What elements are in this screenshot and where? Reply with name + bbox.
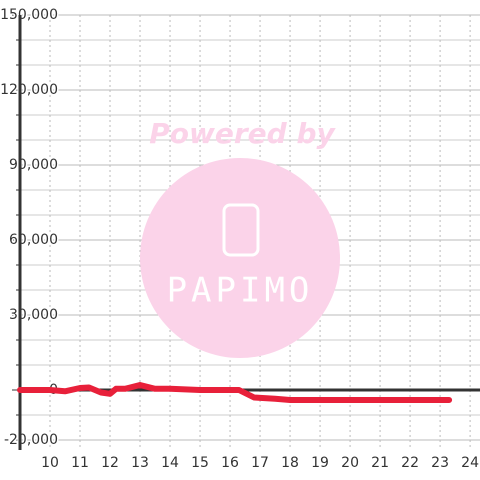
x-tick-label: 15 xyxy=(191,455,209,471)
x-tick-label: 24 xyxy=(461,455,479,471)
x-tick-label: 23 xyxy=(431,455,449,471)
x-tick-label: 19 xyxy=(311,455,329,471)
watermark-caption: Powered by xyxy=(149,117,336,150)
x-tick-label: 22 xyxy=(401,455,419,471)
line-series xyxy=(17,382,453,403)
x-tick-label: 10 xyxy=(41,455,59,471)
watermark-icon xyxy=(222,203,260,257)
x-tick-label: 16 xyxy=(221,455,239,471)
x-tick-label: 11 xyxy=(71,455,89,471)
watermark-circle xyxy=(140,158,340,358)
x-tick-label: 18 xyxy=(281,455,299,471)
x-tick-label: 14 xyxy=(161,455,179,471)
y-tick-label: 150,000 xyxy=(0,7,58,23)
y-tick-label: -20,000 xyxy=(4,432,58,448)
x-tick-label: 20 xyxy=(341,455,359,471)
y-tick-label: 120,000 xyxy=(0,82,58,98)
y-tick-label: 90,000 xyxy=(9,157,58,173)
watermark-brand: PAPIMO xyxy=(167,271,314,311)
x-tick-label: 21 xyxy=(371,455,389,471)
y-tick-label: 30,000 xyxy=(9,307,58,323)
x-tick-label: 13 xyxy=(131,455,149,471)
y-tick-label: 60,000 xyxy=(9,232,58,248)
x-tick-label: 12 xyxy=(101,455,119,471)
x-tick-label: 17 xyxy=(251,455,269,471)
watermark: Powered by PAPIMO xyxy=(140,117,340,358)
